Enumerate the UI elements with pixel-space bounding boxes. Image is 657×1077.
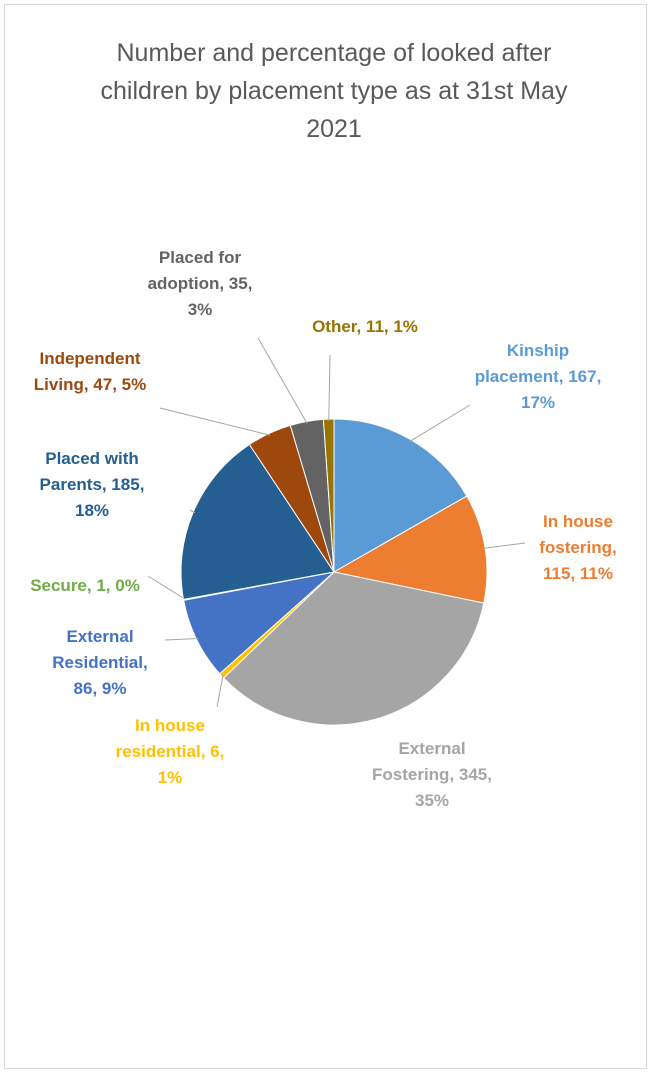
- chart-frame: [4, 4, 647, 1069]
- leader-line: [164, 638, 199, 641]
- leader-line: [483, 542, 526, 549]
- data-label: Secure, 1, 0%: [30, 576, 140, 595]
- pie-slice: [333, 418, 468, 573]
- data-label: External Fostering, 345, 35%: [372, 739, 492, 810]
- pie-slice: [222, 571, 485, 726]
- leader-line: [147, 575, 186, 600]
- data-label: In house residential, 6, 1%: [115, 716, 225, 787]
- leader-line: [159, 407, 271, 436]
- leader-line: [216, 674, 224, 708]
- data-label: Placed for adoption, 35, 3%: [147, 248, 253, 319]
- leader-line: [189, 509, 196, 514]
- data-label: External Residential, 86, 9%: [52, 627, 148, 698]
- data-label: Independent Living, 47, 5%: [33, 349, 147, 394]
- data-label: Kinship placement, 167, 17%: [474, 341, 602, 412]
- leader-line: [257, 337, 308, 424]
- data-label: Placed with Parents, 185, 18%: [39, 449, 145, 520]
- pie-slice: [183, 571, 336, 675]
- chart-title: Number and percentage of looked after ch…: [100, 39, 568, 143]
- leader-line: [328, 354, 331, 422]
- data-label: Other, 11, 1%: [312, 317, 418, 336]
- leader-line: [409, 404, 471, 442]
- data-label: In house fostering, 115, 11%: [539, 512, 617, 583]
